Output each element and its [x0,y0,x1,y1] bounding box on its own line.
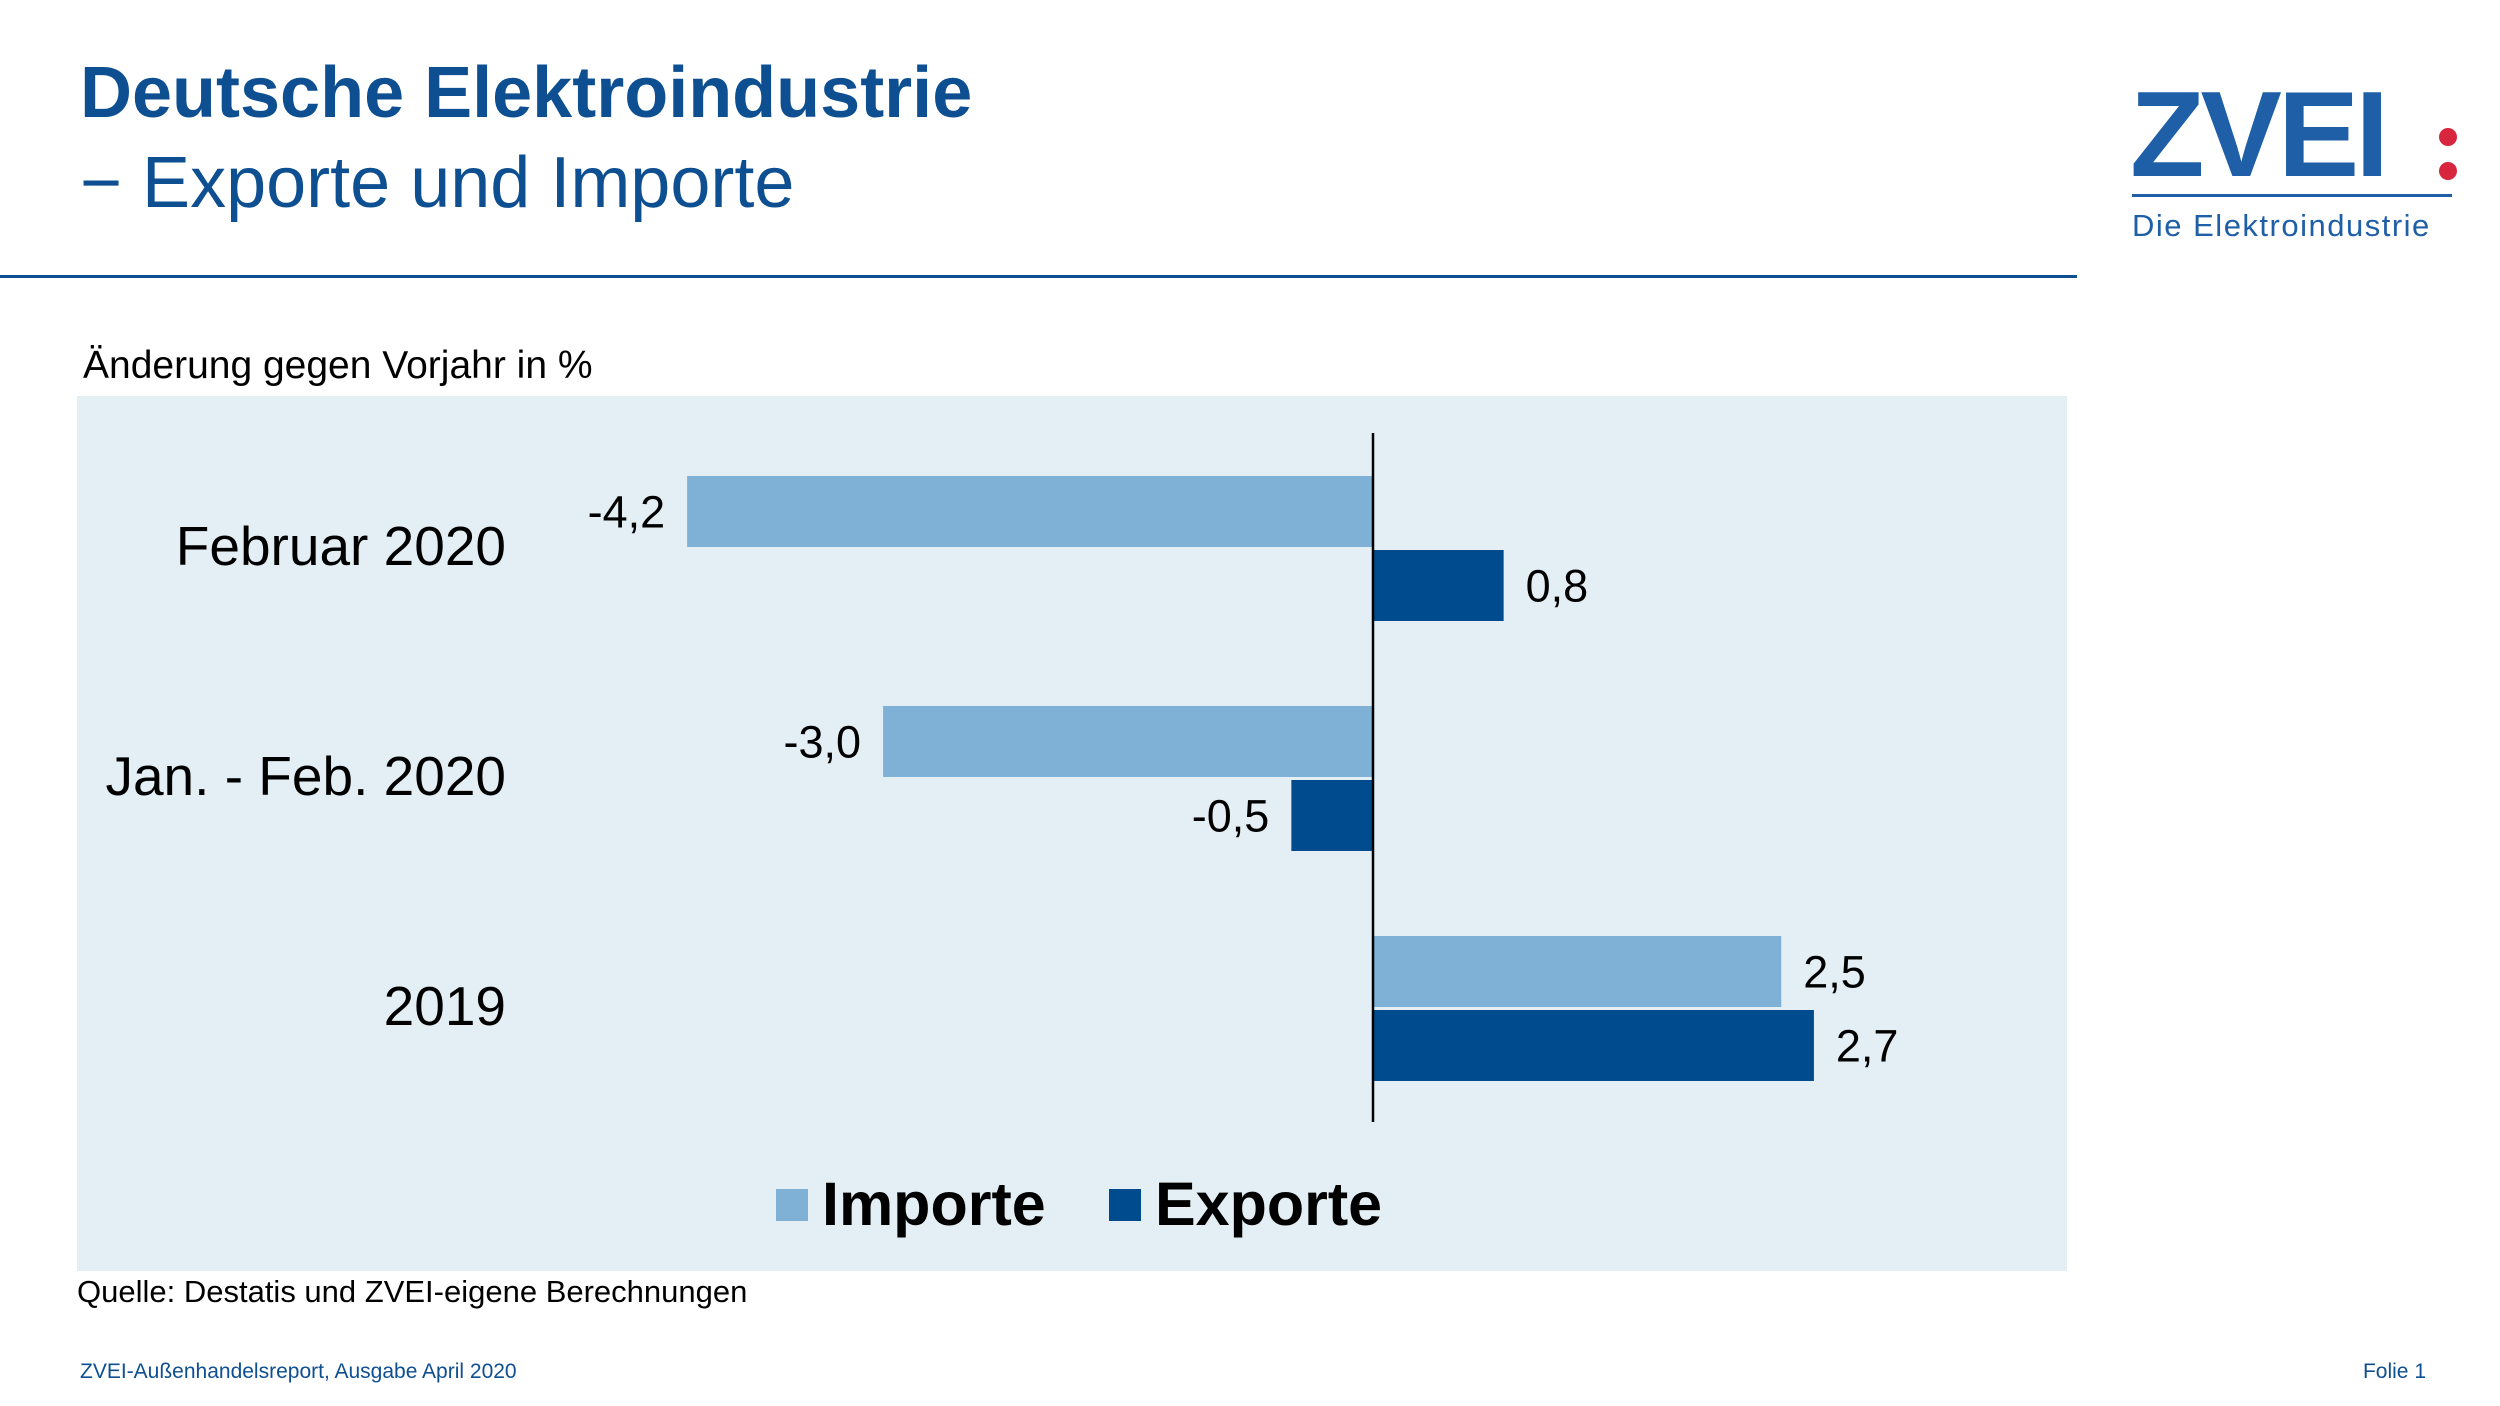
bar-importe [1373,936,1782,1007]
category-label: 2019 [384,975,506,1037]
legend-swatch-exporte [1109,1189,1141,1221]
bar-exporte [1373,1010,1814,1081]
zvei-logo: ZVEI Die Elektroindustrie [2130,80,2457,243]
data-label: -4,2 [588,487,666,538]
footer-report-name: ZVEI-Außenhandelsreport, Ausgabe April 2… [80,1360,517,1383]
data-label: -3,0 [784,717,862,768]
page-title: Deutsche Elektroindustrie [80,53,973,133]
logo-dot [2439,162,2457,180]
page-subtitle: − Exporte und Importe [80,143,795,223]
source-note: Quelle: Destatis und ZVEI-eigene Berechn… [77,1274,748,1309]
bar-importe [883,706,1373,777]
bar-importe [687,476,1373,547]
header-divider [0,275,2077,278]
category-label: Jan. - Feb. 2020 [105,745,506,807]
logo-wordmark: ZVEI [2130,80,2385,202]
logo-tagline: Die Elektroindustrie [2132,208,2431,243]
legend-swatch-importe [776,1189,808,1221]
data-label: 0,8 [1526,561,1589,612]
logo-dot [2439,128,2457,146]
legend-label-importe: Importe [822,1170,1046,1238]
logo-rule [2132,194,2452,197]
category-label: Februar 2020 [176,515,506,577]
data-label: 2,5 [1803,947,1866,998]
bar-exporte [1373,550,1504,621]
chart-axis-label: Änderung gegen Vorjahr in % [83,344,593,387]
legend-label-exporte: Exporte [1155,1170,1382,1238]
footer-slide-number: Folie 1 [2362,1360,2426,1383]
chart-legend: Importe Exporte [776,1170,1382,1238]
data-label: 2,7 [1836,1021,1899,1072]
bar-exporte [1291,780,1373,851]
data-label: -0,5 [1192,791,1270,842]
